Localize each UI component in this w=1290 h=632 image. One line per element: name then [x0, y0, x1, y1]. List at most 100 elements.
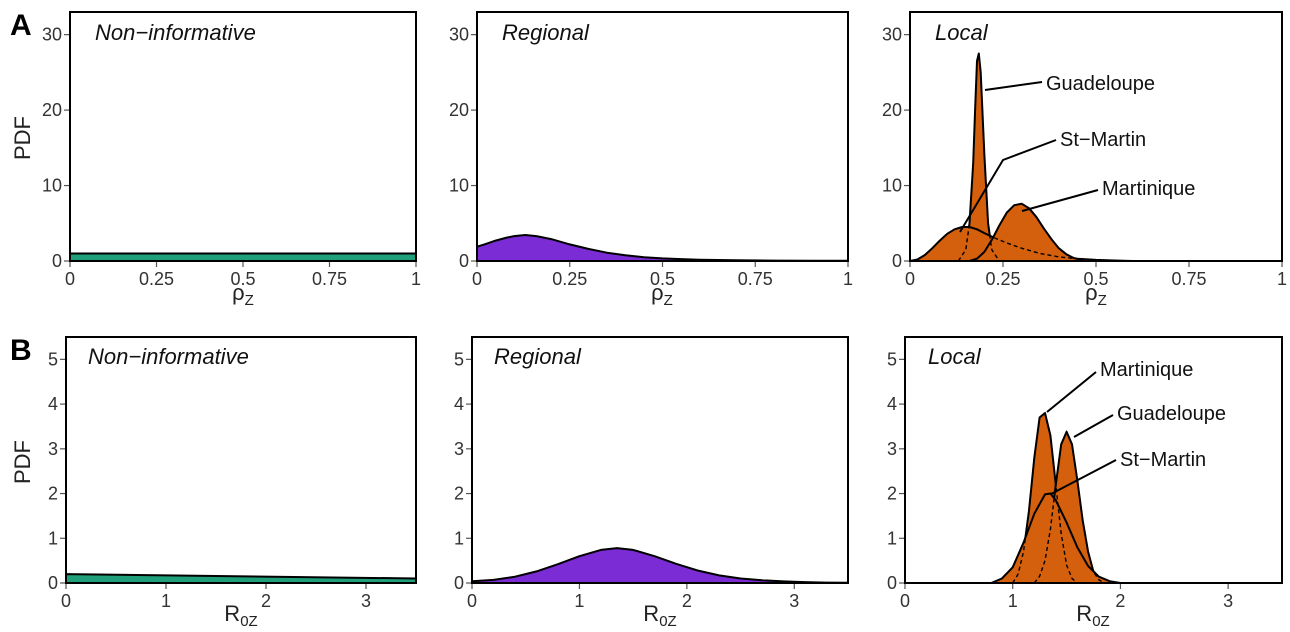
leader-line-guadeloupe	[1073, 414, 1114, 438]
y-tick-label: 2	[48, 484, 58, 504]
annotation-martinique: Martinique	[1102, 178, 1195, 200]
x-tick-label: 0.75	[738, 269, 773, 289]
y-tick-label: 2	[887, 484, 897, 504]
panel-b-local: 0 1 2 3 0 1 2 3 4 5 Local R0Z Martinique Guadelou…	[887, 336, 1283, 630]
density-outline-st-martin	[909, 226, 1134, 262]
x-tick-label: 0	[472, 269, 482, 289]
density-outline-guadeloupe	[1033, 430, 1105, 584]
x-axis-label: R0Z	[643, 601, 676, 630]
x-tick-label: 3	[789, 591, 799, 611]
x-tick-label: 1	[1277, 269, 1287, 289]
annotation-st-martin: St−Martin	[1120, 449, 1206, 471]
x-axis-subscript: Z	[664, 292, 673, 309]
y-tick-label: 10	[882, 176, 902, 196]
y-tick-label: 4	[454, 394, 464, 414]
x-tick-label: 1	[161, 591, 171, 611]
x-axis-label: ρZ	[1085, 280, 1107, 309]
x-tick-label: 1	[1008, 591, 1018, 611]
x-tick-label: 0.5	[1083, 269, 1108, 289]
annotation-martinique: Martinique	[1100, 359, 1193, 381]
x-tick-label: 0	[900, 591, 910, 611]
y-tick-label: 0	[48, 573, 58, 593]
x-tick-label: 1	[574, 591, 584, 611]
density-area-series-0	[65, 573, 417, 584]
x-tick-label: 3	[361, 591, 371, 611]
leader-line-martinique	[1046, 371, 1097, 413]
leader-line-martinique	[1021, 189, 1099, 212]
x-tick-label: 0.75	[1171, 269, 1206, 289]
leader-line-st-martin	[959, 139, 1057, 233]
x-tick-label: 0	[467, 591, 477, 611]
y-tick-label: 4	[887, 394, 897, 414]
y-tick-label: 5	[48, 349, 58, 369]
y-tick-label: 1	[48, 528, 58, 548]
plot-frame	[65, 336, 417, 584]
x-axis-subscript: Z	[245, 292, 254, 309]
y-tick-label: 3	[887, 439, 897, 459]
x-axis-label: ρZ	[651, 280, 673, 309]
annotations: Martinique Guadeloupe St−Martin	[1046, 359, 1226, 495]
x-axis-subscript: Z	[1098, 292, 1107, 309]
x-tick-label: 2	[1115, 591, 1125, 611]
x-axis-label: ρZ	[232, 280, 254, 309]
x-tick-label: 3	[1223, 591, 1233, 611]
y-tick-label: 4	[48, 394, 58, 414]
y-tick-label: 0	[454, 573, 464, 593]
x-tick-label: 0.75	[312, 269, 347, 289]
y-tick-label: 3	[454, 439, 464, 459]
y-tick-label: 20	[882, 100, 902, 120]
x-tick-label: 0	[905, 269, 915, 289]
y-tick-label: 30	[42, 25, 62, 45]
annotation-guadeloupe: Guadeloupe	[1046, 73, 1155, 95]
y-tick-label: 5	[887, 349, 897, 369]
leader-line-st-martin	[1050, 459, 1117, 495]
panel-title: Non−informative	[88, 344, 249, 369]
x-axis-label: R0Z	[1076, 601, 1109, 630]
density-area-series-0	[471, 547, 849, 584]
x-tick-label: 0.5	[230, 269, 255, 289]
annotations: Guadeloupe St−Martin Martinique	[959, 73, 1195, 233]
plot-frame	[904, 336, 1283, 584]
y-tick-label: 1	[454, 528, 464, 548]
plot-area: 0 1 2 3 0 1 2 3 4 5	[48, 349, 417, 611]
plot-area: 0 1 2 3 0 1 2 3 4 5	[887, 349, 1233, 611]
row-letter-a: A	[10, 9, 32, 42]
y-tick-label: 30	[882, 25, 902, 45]
x-axis-subscript: 0Z	[240, 613, 258, 630]
plot-frame	[69, 11, 417, 262]
x-tick-label: 0	[61, 591, 71, 611]
y-tick-label: 5	[454, 349, 464, 369]
panel-title: Local	[935, 20, 989, 45]
y-tick-label: 2	[454, 484, 464, 504]
y-tick-label: 10	[42, 176, 62, 196]
x-axis-subscript: 0Z	[659, 613, 677, 630]
y-tick-label: 10	[449, 176, 469, 196]
density-outline-st-martin	[990, 492, 1121, 584]
plot-frame	[476, 11, 849, 262]
x-tick-label: 0.25	[985, 269, 1020, 289]
x-tick-label: 1	[843, 269, 853, 289]
y-tick-label: 3	[48, 439, 58, 459]
plot-area: 0 1 2 3 0 1 2 3 4 5	[454, 349, 849, 611]
panel-title: Regional	[494, 344, 582, 369]
y-tick-label: 0	[459, 251, 469, 271]
panel-b-regional: 0 1 2 3 0 1 2 3 4 5 Regional R0Z	[454, 336, 849, 630]
y-tick-label: 0	[52, 251, 62, 271]
x-tick-label: 0.5	[650, 269, 675, 289]
x-tick-label: 0.25	[552, 269, 587, 289]
panel-title: Regional	[502, 20, 590, 45]
density-area-series-0	[476, 234, 849, 262]
x-tick-label: 0.25	[139, 269, 174, 289]
y-tick-label: 0	[892, 251, 902, 271]
y-tick-label: 30	[449, 25, 469, 45]
x-axis-subscript: 0Z	[1092, 613, 1110, 630]
plot-frame	[471, 336, 849, 584]
x-tick-label: 1	[411, 269, 421, 289]
